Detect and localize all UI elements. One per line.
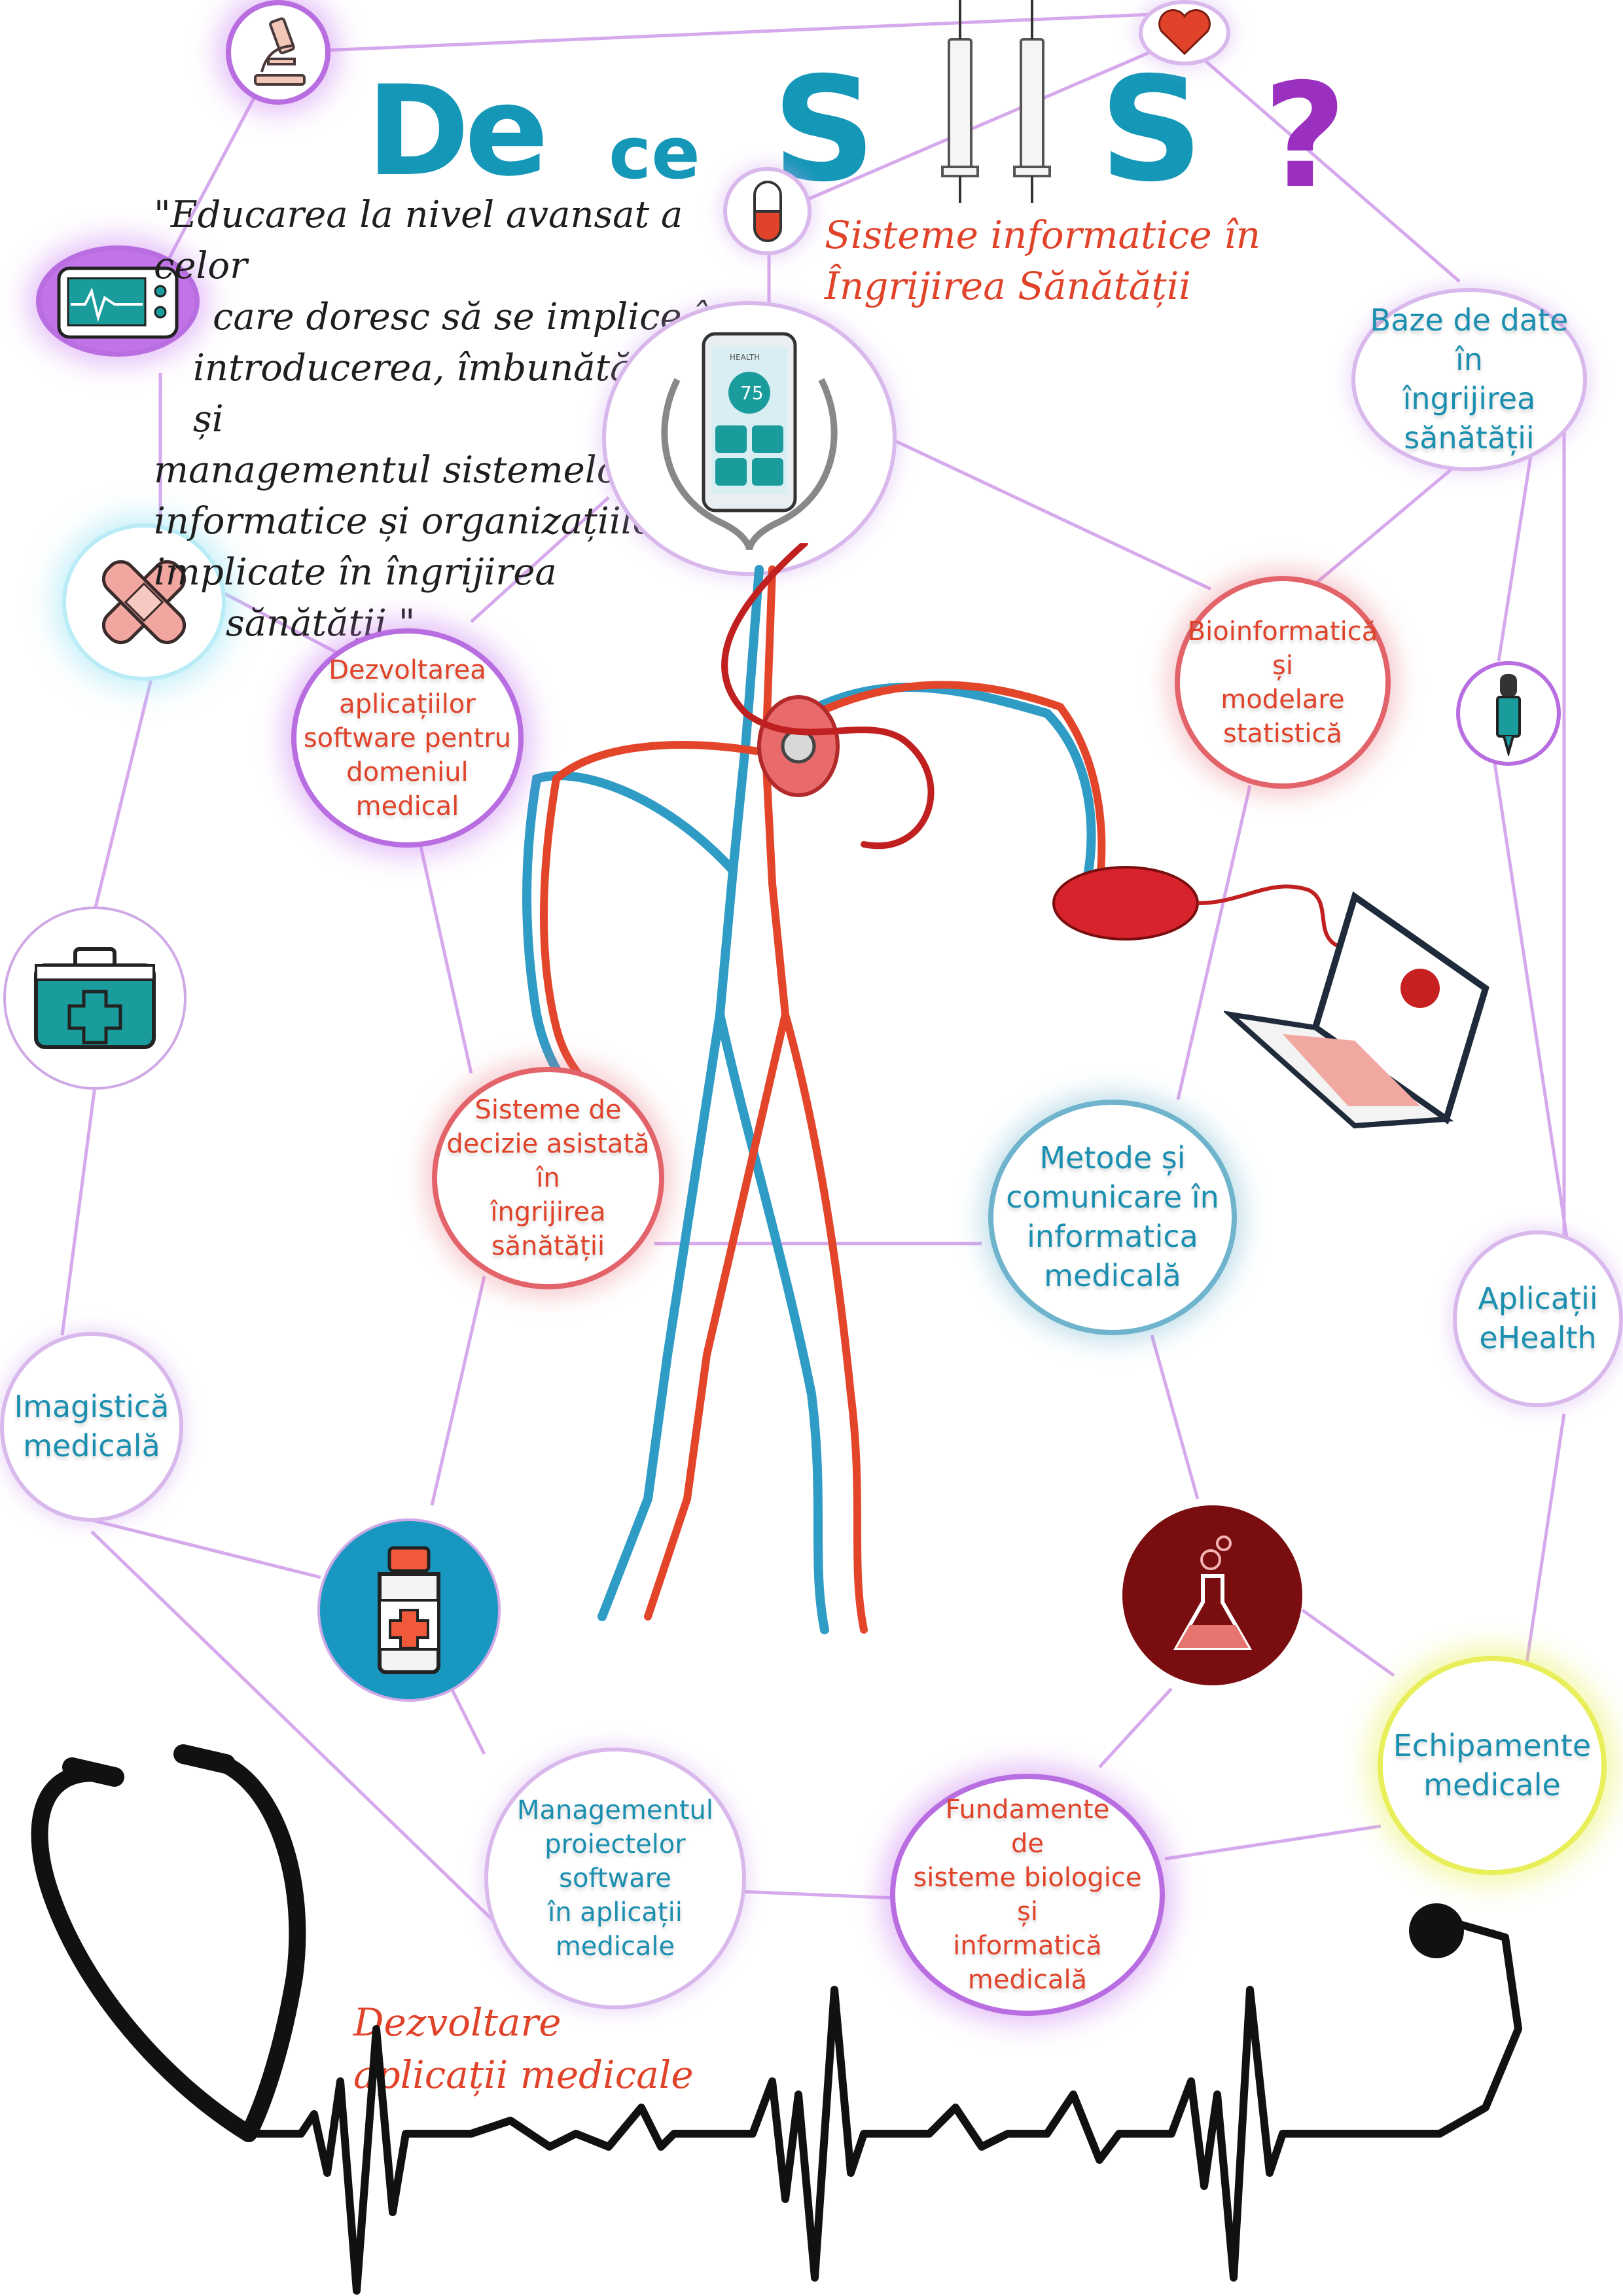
pill-capsule-icon bbox=[753, 180, 782, 242]
footer-caption: Dezvoltare aplicații medicale bbox=[353, 1996, 694, 2101]
smartphone-stethoscope-icon: HEALTH 75 bbox=[661, 332, 838, 550]
node-sisteme-decizie: Sisteme de decizie asistată în îngrijire… bbox=[432, 1067, 664, 1289]
node-metode-comunicare: Metode și comunicare în informatica medi… bbox=[988, 1100, 1237, 1335]
dropper-node bbox=[1456, 661, 1561, 766]
bandage-icon bbox=[101, 560, 187, 645]
syringe-icon bbox=[941, 0, 1051, 203]
node-label: Imagistică medicală bbox=[14, 1389, 169, 1463]
title-word-ce: ce bbox=[609, 111, 700, 195]
node-label: Managementul proiectelor software în apl… bbox=[517, 1795, 713, 1962]
node-label: Echipamente medicale bbox=[1393, 1727, 1592, 1803]
node-aplicatii-ehealth: Aplicații eHealth bbox=[1453, 1230, 1623, 1407]
quote-line: managementul sistemelor bbox=[154, 449, 637, 492]
program-title-line: Sisteme informatice în bbox=[825, 213, 1261, 257]
title-letter-s2: S bbox=[1099, 46, 1204, 213]
heart-node bbox=[1139, 0, 1230, 65]
node-echipamente: Echipamente medicale bbox=[1378, 1656, 1607, 1875]
node-label: Baze de date în îngrijirea sănătății bbox=[1370, 302, 1569, 456]
footer-caption-line: Dezvoltare bbox=[353, 2000, 562, 2045]
quote-line: "Educarea la nivel avansat a celor bbox=[154, 194, 683, 287]
node-management-proiecte: Managementul proiectelor software în apl… bbox=[484, 1748, 746, 2009]
stethoscope-ecg-line bbox=[31, 1744, 1522, 2295]
node-label: Aplicații eHealth bbox=[1478, 1281, 1598, 1355]
dropper-icon bbox=[1496, 674, 1521, 756]
node-label: Fundamente de sisteme biologice și infor… bbox=[913, 1795, 1142, 1995]
program-title-line: Îngrijirea Sănătății bbox=[825, 264, 1191, 308]
bandage-node bbox=[62, 524, 226, 681]
node-baze-de-date: Baze de date în îngrijirea sănătății bbox=[1351, 288, 1587, 471]
program-title: Sisteme informatice în Îngrijirea Sănătă… bbox=[825, 209, 1260, 312]
node-label: Dezvoltarea aplicațiilor software pentru… bbox=[303, 655, 512, 821]
node-label: Metode și comunicare în informatica medi… bbox=[1006, 1140, 1219, 1293]
flask-icon bbox=[1173, 1535, 1252, 1650]
medicine-bottle-node bbox=[317, 1518, 501, 1702]
node-bioinformatica: Bioinformatică și modelare statistică bbox=[1175, 576, 1391, 789]
phone-reading: 75 bbox=[740, 382, 764, 404]
ecg-monitor-node bbox=[36, 245, 200, 357]
quote-line: implicate în îngrijirea bbox=[154, 551, 557, 594]
node-label: Sisteme de decizie asistată în îngrijire… bbox=[446, 1095, 650, 1261]
microscope-icon bbox=[254, 17, 306, 86]
mission-quote: "Educarea la nivel avansat a celor care … bbox=[154, 190, 730, 649]
smartphone-node: HEALTH 75 bbox=[602, 301, 897, 576]
node-fundamente: Fundamente de sisteme biologice și infor… bbox=[890, 1774, 1165, 2016]
heart-icon bbox=[1158, 9, 1211, 56]
quote-line: care doresc să se implice în bbox=[213, 296, 729, 338]
microscope-node bbox=[226, 0, 330, 105]
pill-node bbox=[723, 167, 812, 255]
phone-app-label: HEALTH bbox=[730, 353, 760, 362]
node-dezvoltarea-aplicatiilor: Dezvoltarea aplicațiilor software pentru… bbox=[291, 628, 524, 848]
medical-kit-icon bbox=[34, 947, 156, 1049]
quote-line: informatice și organizațiilor bbox=[154, 500, 673, 543]
medical-kit-node bbox=[3, 906, 187, 1090]
medicine-bottle-icon bbox=[378, 1546, 440, 1674]
computer-mouse-icon bbox=[1052, 866, 1349, 951]
laptop-icon bbox=[1224, 891, 1489, 1129]
flask-node bbox=[1122, 1505, 1302, 1685]
node-label: Bioinformatică și modelare statistică bbox=[1187, 616, 1378, 749]
node-imagistica: Imagistică medicală bbox=[0, 1332, 183, 1522]
footer-caption-line: aplicații medicale bbox=[353, 2053, 694, 2097]
title-question-mark: ? bbox=[1263, 52, 1347, 220]
ecg-monitor-icon bbox=[57, 266, 179, 339]
title-word-de: De bbox=[366, 59, 549, 204]
